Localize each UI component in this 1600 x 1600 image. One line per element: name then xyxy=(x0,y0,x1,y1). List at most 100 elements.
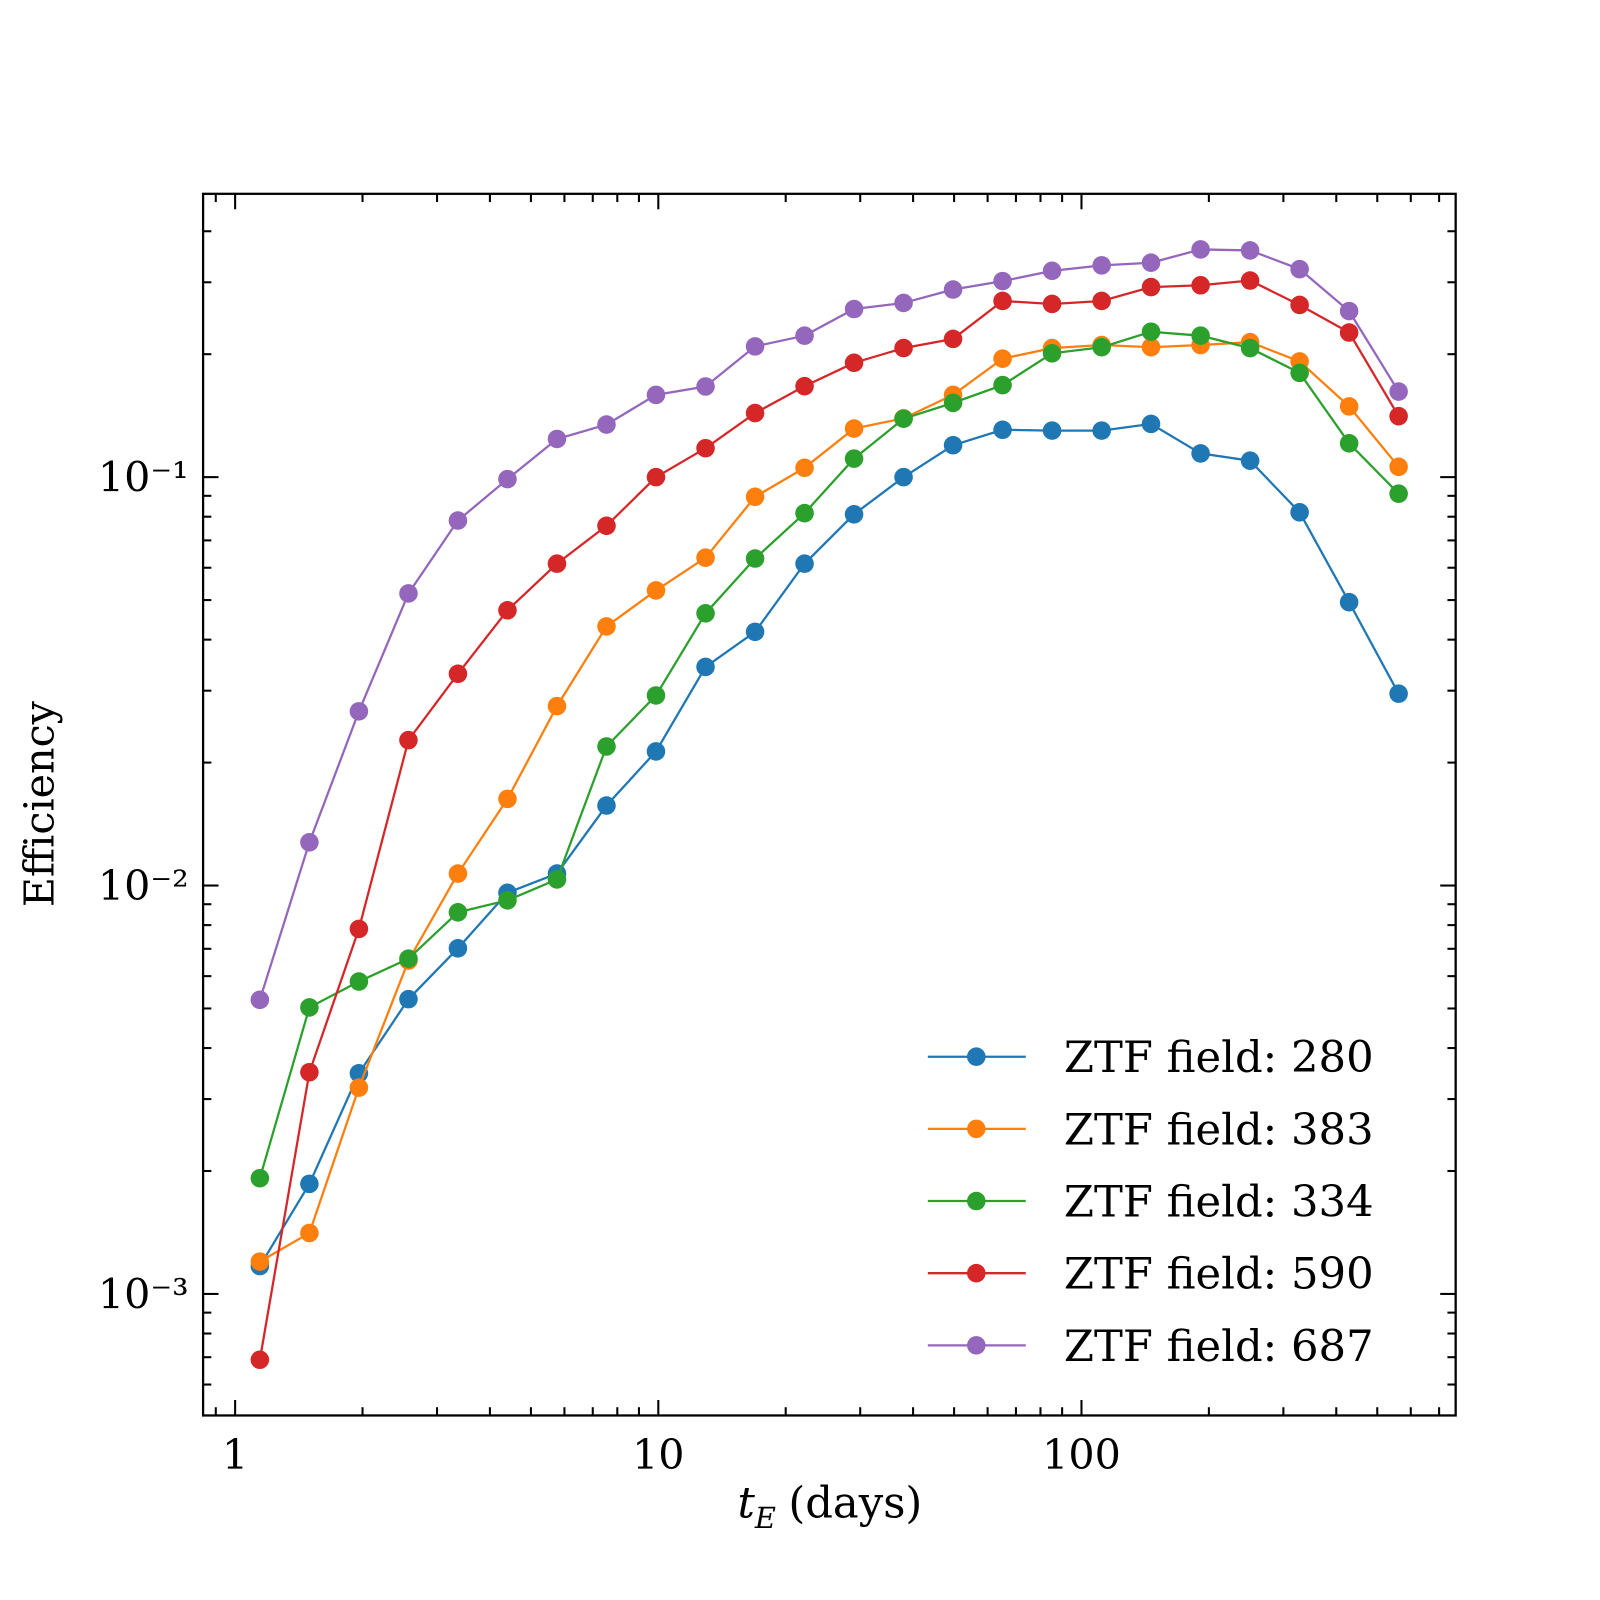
data-point xyxy=(300,1062,319,1082)
data-point xyxy=(1092,421,1111,440)
y-axis-label: Efficiency xyxy=(16,700,64,907)
data-point xyxy=(894,409,913,429)
data-point xyxy=(448,903,468,922)
data-point xyxy=(1240,271,1260,290)
y-tick-label: 10⁻³ xyxy=(98,1270,189,1318)
legend-label: ZTF field: 590 xyxy=(1064,1250,1374,1300)
data-point xyxy=(1191,326,1210,345)
x-tick-label: 1 xyxy=(222,1431,248,1479)
data-point xyxy=(547,696,567,716)
data-point xyxy=(993,349,1012,368)
data-point xyxy=(943,435,963,455)
data-point xyxy=(1042,261,1062,281)
data-point xyxy=(1141,322,1161,342)
x-label-unit: (days) xyxy=(788,1479,922,1529)
data-point xyxy=(844,353,864,373)
data-point xyxy=(993,291,1012,311)
data-point xyxy=(399,730,418,750)
data-point xyxy=(300,833,319,852)
data-point xyxy=(597,617,616,636)
data-point xyxy=(399,989,418,1009)
data-point xyxy=(597,415,616,434)
legend-label: ZTF field: 334 xyxy=(1064,1177,1374,1227)
x-label-sub: E xyxy=(754,1501,776,1535)
data-point xyxy=(498,601,517,620)
data-point xyxy=(498,469,517,489)
data-point xyxy=(349,1078,369,1097)
data-point xyxy=(646,385,666,405)
data-point xyxy=(250,1168,270,1188)
data-point xyxy=(1290,295,1309,315)
data-point xyxy=(1191,275,1210,295)
data-point xyxy=(1339,323,1359,342)
data-point xyxy=(795,376,814,396)
data-point xyxy=(547,429,567,449)
data-point xyxy=(250,1252,270,1271)
data-point xyxy=(1141,253,1161,272)
data-point xyxy=(547,554,567,573)
x-axis-label: tE (days) xyxy=(737,1479,922,1535)
data-point xyxy=(498,891,517,910)
data-point xyxy=(1092,337,1111,357)
data-point xyxy=(448,864,468,883)
data-point xyxy=(696,604,715,623)
data-point xyxy=(745,403,765,423)
data-point xyxy=(844,419,864,438)
data-point xyxy=(646,467,666,487)
data-point xyxy=(250,1350,270,1370)
data-point xyxy=(993,420,1012,440)
data-point xyxy=(993,271,1012,291)
data-point xyxy=(646,686,666,705)
data-point xyxy=(943,329,963,349)
data-point xyxy=(844,449,864,468)
data-point xyxy=(844,299,864,319)
data-point xyxy=(1092,291,1111,311)
data-point xyxy=(1339,434,1359,453)
data-point xyxy=(943,280,963,299)
data-point xyxy=(597,796,616,815)
data-point xyxy=(1389,406,1408,426)
data-point xyxy=(1042,344,1062,363)
data-point xyxy=(745,337,765,356)
legend-label: ZTF field: 280 xyxy=(1064,1033,1374,1083)
data-point xyxy=(448,939,468,958)
data-point xyxy=(1290,363,1309,383)
plot-frame xyxy=(201,192,1457,1417)
data-point xyxy=(646,742,666,761)
y-tick-label: 10⁻¹ xyxy=(98,454,189,502)
data-point xyxy=(745,487,765,507)
data-point xyxy=(745,549,765,568)
data-point xyxy=(349,919,369,939)
legend-marker xyxy=(967,1119,986,1139)
x-label-var: t xyxy=(737,1479,755,1529)
data-point xyxy=(1389,382,1408,401)
data-point xyxy=(1042,294,1062,314)
data-point xyxy=(795,554,814,573)
data-point xyxy=(1092,256,1111,275)
series-line xyxy=(258,248,1400,1001)
data-point xyxy=(1191,240,1210,259)
data-point xyxy=(300,998,319,1017)
data-point xyxy=(1240,338,1260,358)
data-point xyxy=(448,664,468,684)
data-point xyxy=(250,990,270,1010)
data-point xyxy=(1240,451,1260,470)
data-point xyxy=(795,503,814,523)
data-point xyxy=(349,972,369,991)
legend-marker xyxy=(967,1336,986,1355)
data-point xyxy=(696,657,715,677)
data-point xyxy=(1339,301,1359,321)
data-point xyxy=(1290,259,1309,279)
data-point xyxy=(894,338,913,358)
legend-label: ZTF field: 687 xyxy=(1064,1322,1374,1372)
data-point xyxy=(300,1223,319,1243)
data-point xyxy=(1389,684,1408,703)
legend-marker xyxy=(967,1191,986,1211)
legend-marker xyxy=(967,1263,986,1283)
data-point xyxy=(498,789,517,809)
data-point xyxy=(547,870,567,889)
data-point xyxy=(696,377,715,396)
data-point xyxy=(1042,421,1062,440)
data-point xyxy=(1141,337,1161,357)
